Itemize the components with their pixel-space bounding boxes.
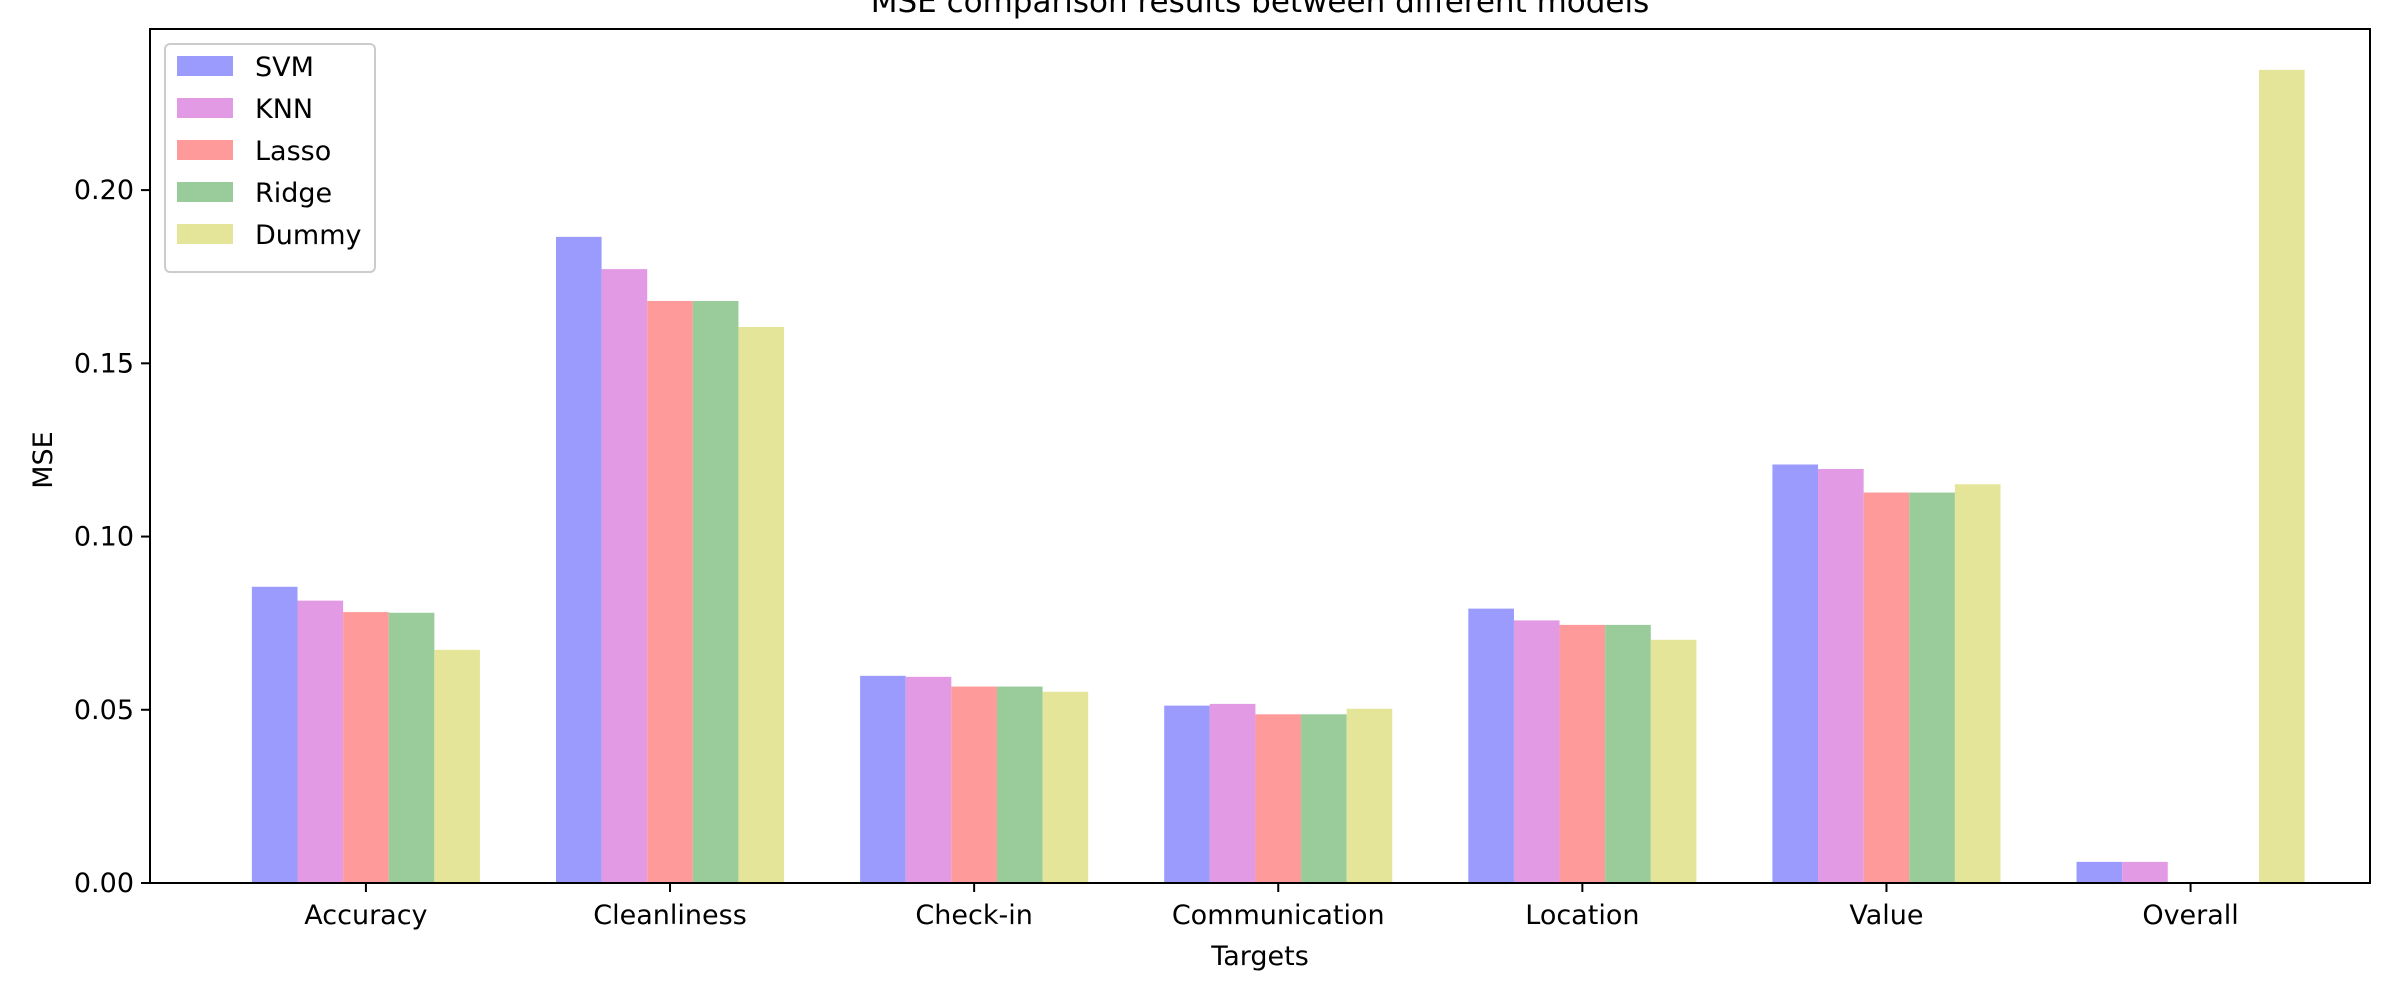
legend-label-knn: KNN: [255, 94, 313, 125]
legend-label-ridge: Ridge: [255, 178, 332, 209]
legend-swatch-knn: [177, 98, 233, 118]
bar-knn-cleanliness: [601, 269, 648, 884]
bar-ridge-cleanliness: [692, 300, 739, 884]
y-tick-label: 0.00: [74, 868, 134, 899]
legend: SVM KNN Lasso Ridge Dummy: [164, 43, 376, 273]
bars-layer: [251, 69, 2305, 884]
bar-lasso-communication: [1255, 714, 1302, 883]
bar-svm-location: [1468, 608, 1514, 883]
bar-ridge-check-in: [996, 686, 1043, 883]
bar-dummy-location: [1650, 639, 1697, 883]
bar-dummy-overall: [2259, 69, 2305, 883]
series-dummy: [434, 69, 2305, 883]
bar-knn-value: [1818, 468, 1864, 883]
bar-lasso-cleanliness: [647, 300, 693, 884]
series-svm: [251, 236, 2123, 883]
x-tick-label: Value: [1849, 900, 1923, 931]
legend-swatch-svm: [177, 56, 233, 76]
bar-ridge-location: [1605, 624, 1651, 883]
bar-svm-communication: [1164, 705, 1210, 883]
series-ridge: [388, 300, 1955, 884]
bar-dummy-cleanliness: [738, 326, 785, 883]
x-tick-label: Communication: [1172, 900, 1385, 931]
bar-lasso-accuracy: [343, 612, 389, 883]
y-tick-label: 0.20: [74, 175, 134, 206]
bar-ridge-value: [1909, 492, 1955, 883]
bar-knn-overall: [2122, 861, 2168, 883]
bar-knn-communication: [1209, 703, 1256, 883]
legend-swatch-dummy: [177, 224, 233, 244]
bar-ridge-accuracy: [388, 612, 435, 883]
bar-svm-value: [1772, 464, 1819, 883]
y-tick-label: 0.10: [74, 522, 134, 553]
x-axis-label: Targets: [1210, 941, 1309, 972]
bar-svm-overall: [2076, 861, 2123, 883]
series-lasso: [343, 300, 1910, 884]
x-tick-label: Accuracy: [304, 900, 427, 931]
bar-lasso-check-in: [951, 686, 997, 883]
legend-label-lasso: Lasso: [255, 136, 331, 167]
legend-swatch-ridge: [177, 182, 233, 202]
legend-label-svm: SVM: [255, 52, 314, 83]
plot-frame: [149, 28, 2371, 884]
bar-dummy-communication: [1346, 708, 1393, 883]
bar-svm-accuracy: [251, 586, 298, 883]
bar-dummy-accuracy: [434, 649, 480, 883]
bar-svm-cleanliness: [555, 236, 602, 883]
bar-svm-check-in: [860, 675, 906, 883]
x-tick-label: Overall: [2142, 900, 2239, 931]
bar-ridge-communication: [1301, 714, 1347, 883]
axes-layer: 0.00 0.05 0.10 0.15 0.20 Accuracy Cleanliness C…: [74, 28, 2371, 931]
y-tick-label: 0.05: [74, 695, 134, 726]
bar-lasso-value: [1863, 492, 1910, 883]
x-tick-label: Location: [1525, 900, 1639, 931]
y-tick-label: 0.15: [74, 348, 134, 379]
x-tick-label: Check-in: [915, 900, 1032, 931]
legend-label-dummy: Dummy: [255, 220, 362, 251]
bar-knn-location: [1513, 620, 1560, 883]
bar-knn-check-in: [905, 676, 952, 883]
bar-lasso-location: [1559, 624, 1606, 883]
chart-title: MSE comparison results between different…: [871, 0, 1650, 20]
series-knn: [297, 269, 2168, 884]
legend-swatch-lasso: [177, 140, 233, 160]
y-axis-label: MSE: [28, 431, 59, 489]
bar-dummy-check-in: [1042, 691, 1089, 883]
bar-dummy-value: [1954, 484, 2001, 883]
bar-knn-accuracy: [297, 600, 344, 883]
x-tick-label: Cleanliness: [593, 900, 746, 931]
